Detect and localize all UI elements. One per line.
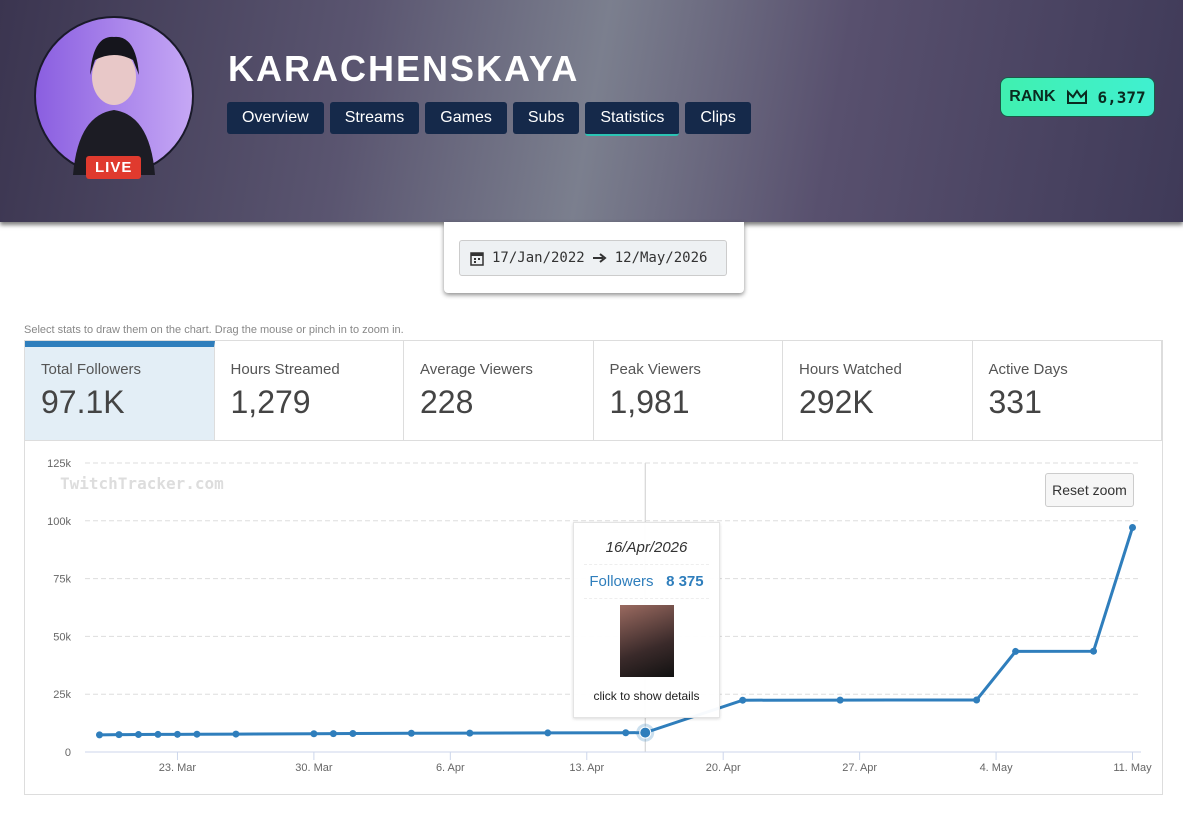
x-tick-label: 4. May xyxy=(980,762,1014,774)
game-image xyxy=(619,605,674,677)
rank-value: 6,377 xyxy=(1097,87,1146,107)
chart-box xyxy=(24,441,1163,795)
tooltip-action: click to show details xyxy=(593,689,700,703)
point xyxy=(1090,647,1098,655)
x-tick-label: 6. Apr xyxy=(436,762,465,774)
nav: Overview Streams Games Subs Statistics Clips xyxy=(227,102,751,136)
x-tick-label: 11. May xyxy=(1113,762,1152,774)
stat-cell[interactable]: Hours Streamed 1,279 xyxy=(215,341,404,440)
watermark: TwitchTracker.com xyxy=(60,474,224,493)
y-tick-label: 25k xyxy=(53,689,71,701)
nav-tab[interactable]: Clips xyxy=(685,102,751,134)
stat-cell[interactable]: Peak Viewers 1,981 xyxy=(594,341,783,440)
point xyxy=(232,730,240,738)
point xyxy=(622,729,630,737)
arrow-icon xyxy=(592,253,607,263)
avatar xyxy=(34,16,194,176)
channel-name: KARACHENSKAYA xyxy=(228,48,580,89)
stat-cell[interactable]: Active Days 331 xyxy=(973,341,1162,440)
tooltip-series: Followers xyxy=(589,573,654,590)
x-tick-label: 20. Apr xyxy=(706,762,741,774)
rank-badge[interactable]: RANK 6,377 xyxy=(1000,77,1155,117)
point xyxy=(329,730,337,738)
date-range[interactable]: 17/Jan/2022 12/May/2026 xyxy=(459,240,727,276)
date-to: 12/May/2026 xyxy=(614,250,708,266)
hover-point xyxy=(639,726,652,739)
point xyxy=(1129,524,1137,532)
rank-label: RANK xyxy=(1009,88,1056,105)
y-tick-label: 75k xyxy=(53,574,71,586)
calendar-icon xyxy=(470,251,484,266)
y-tick-label: 0 xyxy=(65,747,71,759)
crown-icon xyxy=(1066,89,1087,104)
x-tick-label: 27. Apr xyxy=(842,762,877,774)
x-tick-label: 23. Mar xyxy=(159,762,197,774)
y-tick-label: 50k xyxy=(53,631,71,643)
stat-cell[interactable]: Hours Watched 292K xyxy=(783,341,973,440)
stat-value: 292K xyxy=(799,384,874,420)
point xyxy=(466,729,474,737)
banner: LIVE KARACHENSKAYA Overview Streams Games S… xyxy=(0,0,1183,222)
point xyxy=(973,696,981,704)
stat-value: 331 xyxy=(988,384,1042,420)
point xyxy=(154,730,162,738)
stat-label: Active Days xyxy=(988,361,1068,378)
stat-label: Hours Streamed xyxy=(230,361,340,378)
stat-label: Average Viewers xyxy=(420,361,533,378)
nav-tab[interactable]: Subs xyxy=(512,102,580,134)
point xyxy=(193,730,201,738)
point xyxy=(544,729,552,737)
point xyxy=(310,730,318,738)
stat-value: 1,981 xyxy=(609,384,690,420)
live-badge: LIVE xyxy=(86,156,142,179)
date-from: 17/Jan/2022 xyxy=(492,250,585,266)
point xyxy=(95,731,103,739)
stat-label: Peak Viewers xyxy=(609,361,701,378)
tooltip[interactable]: 16/Apr/2026 Followers 8 375 click to sho… xyxy=(573,522,720,718)
tooltip-date: 16/Apr/2026 xyxy=(584,539,709,565)
stat-value: 228 xyxy=(420,384,474,420)
date-panel: 17/Jan/2022 12/May/2026 xyxy=(444,222,744,293)
stat-label: Total Followers xyxy=(41,361,142,378)
y-tick-label: 100k xyxy=(47,516,71,528)
point xyxy=(134,731,142,739)
nav-tab[interactable]: Statistics xyxy=(585,102,680,136)
point xyxy=(836,696,844,704)
x-tick-label: 13. Apr xyxy=(569,762,604,774)
stats-row: Total Followers 97.1K Hours Streamed 1,279 A… xyxy=(24,340,1163,441)
stat-cell[interactable]: Total Followers 97.1K xyxy=(25,341,215,440)
nav-tab[interactable]: Games xyxy=(425,102,507,134)
point xyxy=(739,696,747,704)
y-tick-label: 125k xyxy=(47,458,71,470)
point xyxy=(407,729,415,737)
point xyxy=(115,731,123,739)
tooltip-row: Followers 8 375 xyxy=(584,573,709,599)
stat-value: 97.1K xyxy=(41,384,125,420)
nav-tab[interactable]: Overview xyxy=(227,102,324,134)
tooltip-value: 8 375 xyxy=(666,573,704,590)
hint: Select stats to draw them on the chart. … xyxy=(24,324,404,336)
point xyxy=(173,730,181,738)
stat-value: 1,279 xyxy=(230,384,311,420)
stat-cell[interactable]: Average Viewers 228 xyxy=(404,341,594,440)
x-tick-label: 30. Mar xyxy=(295,762,333,774)
nav-tab[interactable]: Streams xyxy=(329,102,420,134)
reset-zoom[interactable]: Reset zoom xyxy=(1045,473,1134,507)
point xyxy=(1012,647,1020,655)
point xyxy=(349,730,357,738)
stat-label: Hours Watched xyxy=(799,361,902,378)
